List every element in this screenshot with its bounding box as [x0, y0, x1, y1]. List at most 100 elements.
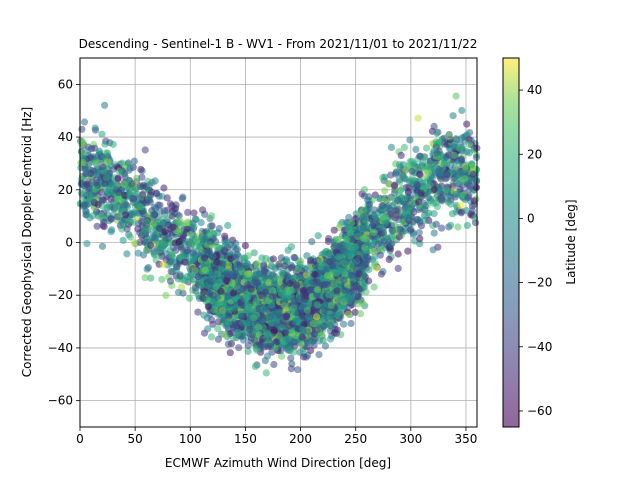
data-point [422, 170, 430, 178]
data-point [404, 247, 412, 255]
data-point [109, 140, 117, 148]
data-point [80, 140, 88, 148]
data-point [465, 149, 473, 157]
data-point [98, 242, 107, 250]
data-point [162, 250, 170, 258]
data-point [108, 181, 116, 189]
data-point [147, 241, 155, 249]
data-point [430, 210, 438, 218]
data-point [308, 238, 316, 246]
data-point [100, 218, 108, 226]
data-point [394, 264, 402, 272]
data-point [453, 179, 461, 188]
data-point [197, 282, 205, 290]
data-point [394, 250, 402, 258]
data-point [463, 120, 471, 128]
data-point [400, 143, 408, 151]
data-point [466, 129, 474, 137]
data-point [315, 351, 323, 359]
data-point [450, 151, 458, 159]
data-point [416, 235, 424, 243]
data-point [181, 258, 189, 266]
data-point [388, 227, 396, 235]
data-points [76, 92, 481, 377]
data-point [93, 222, 101, 230]
data-point [175, 238, 183, 246]
data-point [430, 122, 438, 130]
data-point [433, 129, 441, 137]
data-point [141, 146, 149, 154]
data-point [387, 143, 395, 151]
data-point [470, 197, 478, 205]
data-point [288, 360, 296, 368]
data-point [462, 207, 471, 215]
data-point [273, 338, 281, 346]
data-point [190, 209, 198, 217]
data-point [463, 221, 471, 230]
data-point [405, 162, 413, 170]
data-point [128, 211, 136, 219]
data-point [387, 171, 395, 179]
data-point [187, 258, 195, 266]
data-point [194, 273, 202, 281]
data-point [395, 233, 403, 241]
data-point [130, 157, 138, 165]
data-point [114, 174, 122, 182]
data-point [86, 191, 94, 199]
data-point [406, 178, 414, 186]
data-point [158, 275, 166, 284]
data-point [389, 201, 397, 209]
data-point [344, 310, 353, 318]
data-point [181, 240, 190, 248]
data-point [371, 253, 379, 261]
chart-title: Descending - Sentinel-1 B - WV1 - From 2… [79, 37, 478, 51]
data-point [208, 212, 216, 220]
data-point [457, 155, 465, 163]
data-point [392, 169, 400, 177]
data-point [95, 147, 103, 155]
data-point [163, 194, 171, 202]
data-point [261, 357, 269, 365]
data-point [151, 251, 159, 259]
data-point [406, 136, 414, 144]
data-point [287, 243, 296, 251]
data-point [397, 151, 405, 159]
data-point [199, 206, 207, 214]
data-point [262, 369, 270, 377]
data-point [419, 205, 427, 213]
data-point [370, 283, 378, 291]
data-point [326, 335, 335, 343]
data-point [185, 294, 194, 302]
data-point [254, 261, 262, 269]
data-point [84, 147, 92, 155]
data-point [137, 165, 145, 173]
data-point [191, 243, 200, 251]
data-point [376, 251, 384, 259]
data-point [391, 189, 399, 197]
data-point [332, 329, 341, 337]
data-point [242, 262, 250, 270]
data-point [430, 229, 438, 237]
data-point [101, 101, 109, 109]
data-point [151, 177, 159, 185]
data-point [277, 254, 285, 262]
data-point [414, 114, 422, 122]
data-point [432, 220, 440, 228]
data-point [174, 288, 183, 296]
data-point [278, 352, 286, 360]
data-point [351, 291, 359, 299]
data-point [126, 233, 134, 241]
data-point [438, 224, 446, 232]
data-point [381, 173, 389, 181]
data-point [224, 221, 232, 230]
data-point [303, 252, 311, 260]
data-point [162, 291, 170, 299]
data-point [138, 173, 146, 181]
data-point [306, 257, 315, 265]
data-point [192, 287, 200, 295]
data-point [426, 181, 434, 189]
data-point [457, 202, 465, 210]
data-point [184, 208, 192, 216]
data-point [215, 224, 223, 233]
